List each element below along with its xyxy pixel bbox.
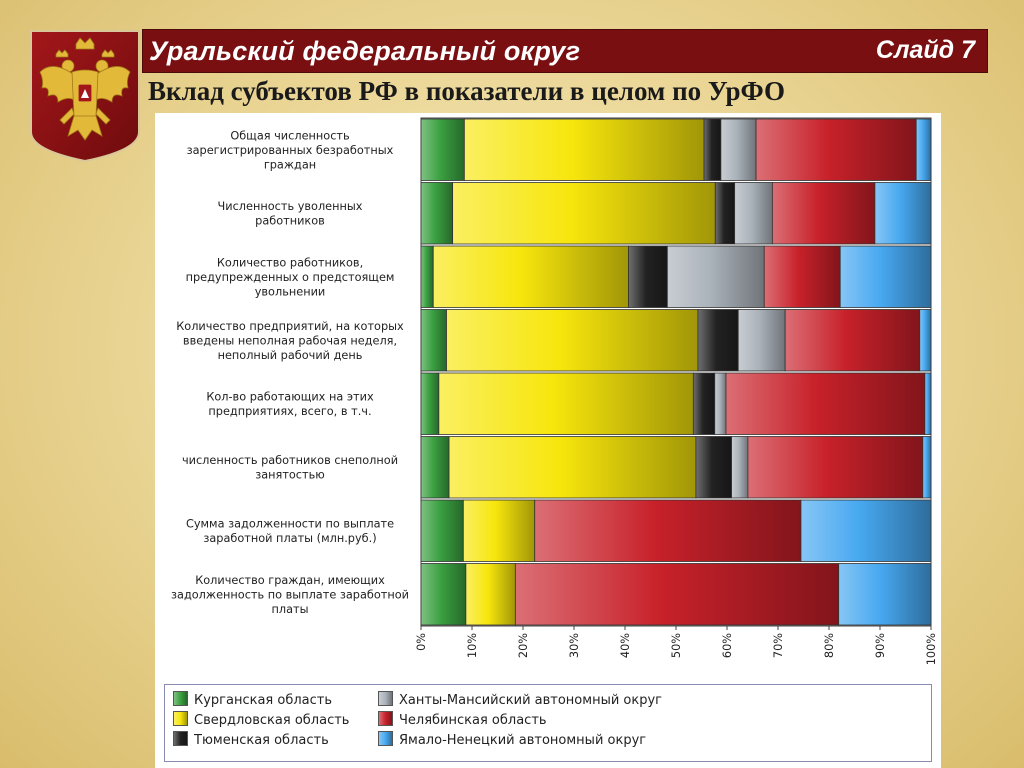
slide-subtitle: Вклад субъектов РФ в показатели в целом … <box>148 76 786 106</box>
x-tick-label: 0% <box>415 633 428 651</box>
legend-item: Ханты-Мансийский автономный округ <box>378 691 662 709</box>
legend-swatch <box>378 711 393 726</box>
bar-segment <box>714 372 727 435</box>
legend-item: Челябинская область <box>378 711 547 729</box>
bar-segment <box>922 436 932 499</box>
bar-segment <box>720 118 757 181</box>
category-label: Общая численность зарегистрированных безр… <box>187 129 394 171</box>
legend-swatch <box>378 691 393 706</box>
legend-item: Свердловская область <box>173 711 349 729</box>
bar-segment <box>731 436 749 499</box>
category-label: Кол-во работающих на этих предприятиях, в… <box>206 391 374 419</box>
x-tick-label: 30% <box>568 633 581 658</box>
bar-segment <box>666 245 765 308</box>
bar-segment <box>838 563 932 626</box>
bar-segment <box>420 563 467 626</box>
x-tick-label: 10% <box>466 633 479 658</box>
x-tick-label: 90% <box>874 633 887 658</box>
bar-segment <box>420 182 454 245</box>
bar-segment <box>874 182 932 245</box>
legend-label: Курганская область <box>194 693 333 708</box>
slide-header-bar: Уральский федеральный округ Слайд 7 <box>142 29 988 73</box>
category-label: Количество работников, предупрежденных о … <box>186 256 395 298</box>
category-label: Сумма задолженности по выплате заработной… <box>186 518 394 546</box>
region-title: Уральский федеральный округ <box>149 36 581 66</box>
bar-segment <box>763 245 841 308</box>
x-tick-label: 40% <box>619 633 632 658</box>
bar-segment <box>420 245 434 308</box>
legend-label: Свердловская область <box>194 713 350 728</box>
category-label: Численность уволенных работников <box>218 200 363 228</box>
slide-number: Слайд 7 <box>875 36 975 64</box>
bar-segment <box>734 182 773 245</box>
category-label: Количество предприятий, на которых введен… <box>176 320 404 362</box>
bar-segment <box>534 499 802 562</box>
bar-segment <box>432 245 629 308</box>
bar-segment <box>747 436 924 499</box>
bar-segment <box>462 499 536 562</box>
legend-label: Тюменская область <box>194 733 329 748</box>
x-tick-label: 70% <box>772 633 785 658</box>
legend-item: Тюменская область <box>173 731 329 749</box>
x-tick-label: 50% <box>670 633 683 658</box>
bar-segment <box>692 372 716 435</box>
bar-segment <box>420 309 447 372</box>
category-label: численность работников снеполной занятост… <box>182 454 398 482</box>
bar-segment <box>420 118 465 181</box>
bar-segment <box>452 182 716 245</box>
legend-item: Ямало-Ненецкий автономный округ <box>378 731 646 749</box>
bar-segment <box>438 372 694 435</box>
x-tick-label: 60% <box>721 633 734 658</box>
stacked-bar-chart: Общая численность зарегистрированных безр… <box>171 117 938 666</box>
bar-segment <box>628 245 668 308</box>
bar-segment <box>420 436 450 499</box>
legend-item: Курганская область <box>173 691 332 709</box>
x-tick-label: 20% <box>517 633 530 658</box>
bar-segment <box>514 563 840 626</box>
legend-label: Челябинская область <box>399 713 547 728</box>
legend-label: Ханты-Мансийский автономный округ <box>399 693 662 708</box>
bar-segment <box>919 309 932 372</box>
bar-segment <box>714 182 736 245</box>
bar-segment <box>784 309 921 372</box>
bar-segment <box>839 245 932 308</box>
bar-segment <box>446 309 699 372</box>
x-tick-label: 100% <box>925 633 938 666</box>
bar-segment <box>737 309 786 372</box>
bar-segment <box>448 436 697 499</box>
chart-panel: Общая численность зарегистрированных безр… <box>155 113 941 768</box>
bar-segment <box>800 499 932 562</box>
legend-swatch <box>378 731 393 746</box>
category-label: Количество граждан, имеющих задолженность… <box>171 574 409 616</box>
bar-segment <box>703 118 722 181</box>
legend-swatch <box>173 711 188 726</box>
bar-segment <box>465 563 516 626</box>
bar-segment <box>420 372 440 435</box>
legend-swatch <box>173 731 188 746</box>
bar-segment <box>463 118 705 181</box>
bar-segment <box>924 372 932 435</box>
chart-legend: Курганская область Свердловская область Тю… <box>164 684 932 762</box>
bar-segment <box>420 499 464 562</box>
bar-segment <box>725 372 926 435</box>
bar-segment <box>771 182 876 245</box>
legend-label: Ямало-Ненецкий автономный округ <box>399 733 647 748</box>
coat-of-arms-emblem <box>28 28 142 164</box>
bar-segment <box>695 436 732 499</box>
bar-segment <box>915 118 932 181</box>
legend-swatch <box>173 691 188 706</box>
bar-segment <box>755 118 917 181</box>
x-tick-label: 80% <box>823 633 836 658</box>
bar-segment <box>697 309 739 372</box>
